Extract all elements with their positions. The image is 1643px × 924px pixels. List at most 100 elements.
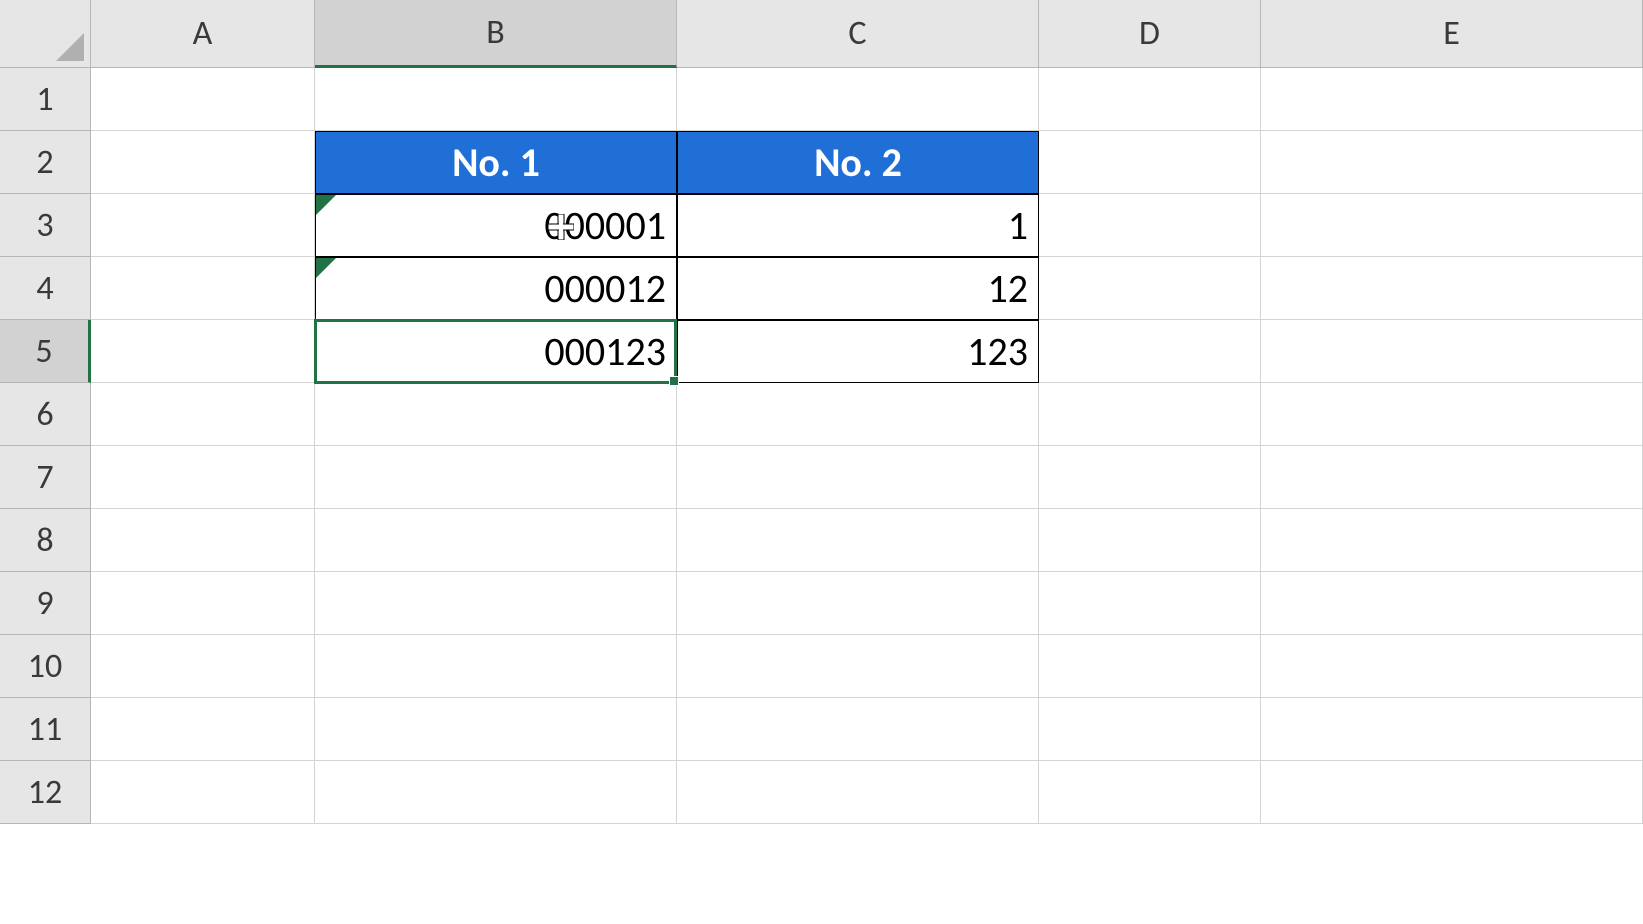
row-7 (91, 446, 1643, 509)
cell-a4[interactable] (91, 257, 315, 320)
row-10 (91, 635, 1643, 698)
col-header-b[interactable]: B (315, 0, 677, 68)
select-all-corner[interactable] (0, 0, 91, 68)
row-6 (91, 383, 1643, 446)
cell-b7[interactable] (315, 446, 677, 509)
cell-c2[interactable]: No. 2 (677, 131, 1039, 194)
row-header-9[interactable]: 9 (0, 572, 91, 635)
row-header-1[interactable]: 1 (0, 68, 91, 131)
row-headers: 1 2 3 4 5 6 7 8 9 10 11 12 (0, 68, 91, 824)
cell-b5[interactable]: 000123 (315, 320, 677, 383)
cell-value: 000123 (544, 327, 666, 376)
cell-a6[interactable] (91, 383, 315, 446)
col-header-d[interactable]: D (1039, 0, 1261, 68)
cell-a12[interactable] (91, 761, 315, 824)
cell-value: 1 (1008, 201, 1028, 250)
cell-b4[interactable]: 000012 (315, 257, 677, 320)
cell-a8[interactable] (91, 509, 315, 572)
cell-d5[interactable] (1039, 320, 1261, 383)
cell-a5[interactable] (91, 320, 315, 383)
cell-value: 000001 (544, 201, 666, 250)
table-header-2: No. 2 (814, 138, 902, 187)
row-9 (91, 572, 1643, 635)
cell-d6[interactable] (1039, 383, 1261, 446)
row-header-5[interactable]: 5 (0, 320, 91, 383)
col-header-e[interactable]: E (1261, 0, 1643, 68)
cell-e3[interactable] (1261, 194, 1643, 257)
grid-body: No. 1 No. 2 000001 1 0 (91, 68, 1643, 824)
cell-d12[interactable] (1039, 761, 1261, 824)
cell-b10[interactable] (315, 635, 677, 698)
cell-c7[interactable] (677, 446, 1039, 509)
row-4: 000012 12 (91, 257, 1643, 320)
row-2: No. 1 No. 2 (91, 131, 1643, 194)
cell-c11[interactable] (677, 698, 1039, 761)
cell-d9[interactable] (1039, 572, 1261, 635)
cell-b12[interactable] (315, 761, 677, 824)
cell-d4[interactable] (1039, 257, 1261, 320)
cell-d3[interactable] (1039, 194, 1261, 257)
cell-d11[interactable] (1039, 698, 1261, 761)
row-header-12[interactable]: 12 (0, 761, 91, 824)
select-all-triangle-icon (56, 33, 84, 61)
row-3: 000001 1 (91, 194, 1643, 257)
cell-b6[interactable] (315, 383, 677, 446)
row-header-10[interactable]: 10 (0, 635, 91, 698)
cell-b11[interactable] (315, 698, 677, 761)
row-header-3[interactable]: 3 (0, 194, 91, 257)
cell-a2[interactable] (91, 131, 315, 194)
cell-c10[interactable] (677, 635, 1039, 698)
cell-c5[interactable]: 123 (677, 320, 1039, 383)
cell-b8[interactable] (315, 509, 677, 572)
cell-e11[interactable] (1261, 698, 1643, 761)
cell-a9[interactable] (91, 572, 315, 635)
cell-a11[interactable] (91, 698, 315, 761)
cell-d8[interactable] (1039, 509, 1261, 572)
cell-e9[interactable] (1261, 572, 1643, 635)
row-5: 000123 123 (91, 320, 1643, 383)
cell-e12[interactable] (1261, 761, 1643, 824)
row-8 (91, 509, 1643, 572)
cell-value: 12 (987, 264, 1028, 313)
cell-e2[interactable] (1261, 131, 1643, 194)
row-12 (91, 761, 1643, 824)
cell-b1[interactable] (315, 68, 677, 131)
cell-value: 000012 (544, 264, 666, 313)
col-header-a[interactable]: A (91, 0, 315, 68)
cell-e1[interactable] (1261, 68, 1643, 131)
cell-c6[interactable] (677, 383, 1039, 446)
cell-e5[interactable] (1261, 320, 1643, 383)
cell-c1[interactable] (677, 68, 1039, 131)
row-header-6[interactable]: 6 (0, 383, 91, 446)
row-header-11[interactable]: 11 (0, 698, 91, 761)
cell-c4[interactable]: 12 (677, 257, 1039, 320)
cell-c9[interactable] (677, 572, 1039, 635)
row-header-8[interactable]: 8 (0, 509, 91, 572)
cell-d10[interactable] (1039, 635, 1261, 698)
cell-c12[interactable] (677, 761, 1039, 824)
row-header-4[interactable]: 4 (0, 257, 91, 320)
cell-a3[interactable] (91, 194, 315, 257)
cell-b9[interactable] (315, 572, 677, 635)
fill-handle[interactable] (669, 376, 679, 386)
cell-value: 123 (967, 327, 1028, 376)
col-header-c[interactable]: C (677, 0, 1039, 68)
cell-b2[interactable]: No. 1 (315, 131, 677, 194)
cell-e6[interactable] (1261, 383, 1643, 446)
cell-e8[interactable] (1261, 509, 1643, 572)
row-header-7[interactable]: 7 (0, 446, 91, 509)
spreadsheet: A B C D E 1 2 3 4 5 6 7 8 9 10 11 12 (0, 0, 1643, 924)
cell-d7[interactable] (1039, 446, 1261, 509)
cell-a7[interactable] (91, 446, 315, 509)
cell-d1[interactable] (1039, 68, 1261, 131)
cell-c8[interactable] (677, 509, 1039, 572)
cell-e4[interactable] (1261, 257, 1643, 320)
cell-a1[interactable] (91, 68, 315, 131)
cell-c3[interactable]: 1 (677, 194, 1039, 257)
cell-b3[interactable]: 000001 (315, 194, 677, 257)
cell-e10[interactable] (1261, 635, 1643, 698)
row-header-2[interactable]: 2 (0, 131, 91, 194)
cell-a10[interactable] (91, 635, 315, 698)
cell-d2[interactable] (1039, 131, 1261, 194)
cell-e7[interactable] (1261, 446, 1643, 509)
